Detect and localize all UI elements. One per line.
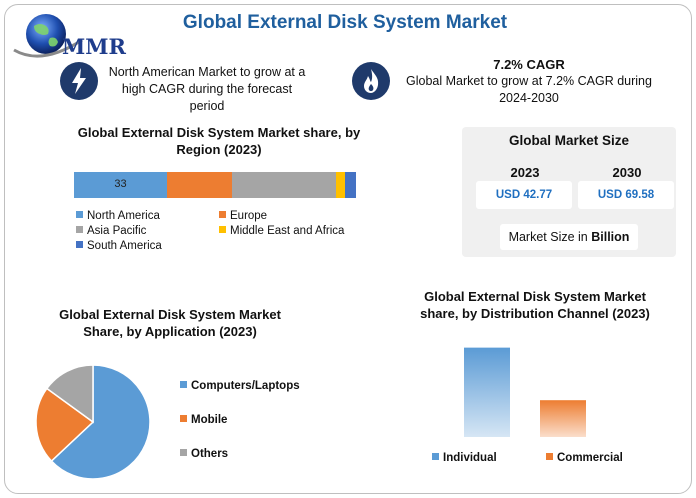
region-bar-segment — [344, 172, 356, 198]
legend-label: Middle East and Africa — [230, 225, 345, 237]
pie-slice — [50, 364, 151, 480]
value-2030: USD 69.58 — [578, 181, 674, 209]
distribution-bar-chart — [464, 347, 586, 437]
region-legend-item: Middle East and Africa — [219, 225, 344, 237]
distribution-bar — [464, 347, 510, 437]
pie-slice — [45, 364, 94, 424]
legend-swatch — [180, 381, 187, 388]
highlight-global-text: Global Market to grow at 7.2% CAGR durin… — [406, 74, 652, 105]
application-chart-title: Global External Disk System Market Share… — [59, 307, 281, 339]
distribution-legend: Individual Commercial — [420, 452, 660, 472]
region-chart-title: Global External Disk System Market share… — [77, 125, 361, 157]
lightning-icon — [60, 62, 98, 100]
page-title: Global External Disk System Market — [182, 12, 508, 33]
distribution-bar — [540, 400, 586, 437]
application-pie-chart — [35, 364, 151, 480]
pie-slice — [35, 387, 95, 463]
region-legend: North America Europe Asia Pacific Middle Ea… — [74, 210, 374, 260]
region-bar-segment: 33 — [74, 172, 168, 198]
legend-swatch — [219, 226, 226, 233]
legend-swatch — [76, 241, 83, 248]
application-legend: Computers/Laptops Mobile Others — [180, 380, 320, 480]
year-2023: 2023 — [510, 165, 540, 180]
legend-label: South America — [87, 240, 162, 252]
cagr-value: 7.2% CAGR — [493, 57, 565, 72]
region-bar-segment — [167, 172, 232, 198]
market-size-title: Global Market Size — [508, 133, 630, 148]
market-size-panel: Global Market Size 2023 2030 USD 42.77 U… — [462, 127, 676, 257]
region-bar-segment — [336, 172, 345, 198]
legend-label: Asia Pacific — [87, 225, 147, 237]
legend-swatch — [219, 211, 226, 218]
legend-label: Individual — [443, 452, 497, 464]
region-legend-item: Europe — [219, 210, 267, 222]
unit-prefix: Market Size in — [508, 230, 592, 244]
legend-swatch — [180, 415, 187, 422]
year-2030: 2030 — [612, 165, 642, 180]
distribution-legend-item: Individual — [432, 452, 497, 464]
legend-swatch — [180, 449, 187, 456]
legend-label: Others — [191, 448, 229, 460]
region-legend-item: Asia Pacific — [76, 225, 146, 237]
legend-swatch — [432, 453, 439, 460]
market-size-unit: Market Size in Billion — [500, 224, 638, 250]
region-bar-segment — [231, 172, 337, 198]
region-legend-item: South America — [76, 240, 162, 252]
legend-swatch — [546, 453, 553, 460]
legend-label: Mobile — [191, 414, 228, 426]
logo-text: MMR — [62, 34, 126, 59]
highlight-na-text: North American Market to grow at a high … — [108, 65, 306, 113]
region-stacked-bar: 33 — [74, 172, 356, 198]
application-legend-item: Others — [180, 448, 228, 460]
legend-label: North America — [87, 210, 160, 222]
legend-label: Europe — [230, 210, 268, 222]
globe-icon — [13, 14, 83, 58]
flame-icon — [352, 62, 390, 100]
legend-label: Commercial — [557, 452, 623, 464]
unit-bold: Billion — [591, 230, 630, 244]
application-legend-item: Mobile — [180, 414, 227, 426]
legend-label: Computers/Laptops — [191, 380, 300, 392]
region-legend-item: North America — [76, 210, 160, 222]
mmr-logo — [13, 14, 83, 58]
value-2023: USD 42.77 — [476, 181, 572, 209]
distribution-legend-item: Commercial — [546, 452, 623, 464]
application-legend-item: Computers/Laptops — [180, 380, 300, 392]
legend-swatch — [76, 211, 83, 218]
region-bar-label: 33 — [114, 178, 127, 190]
distribution-chart-title: Global External Disk System Market share… — [420, 289, 650, 321]
legend-swatch — [76, 226, 83, 233]
